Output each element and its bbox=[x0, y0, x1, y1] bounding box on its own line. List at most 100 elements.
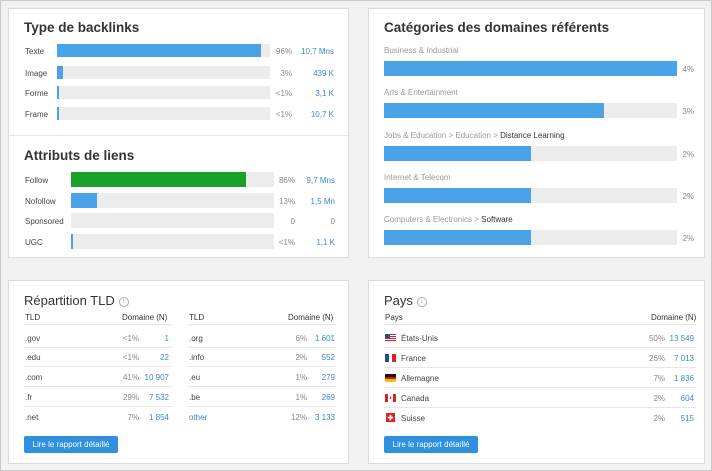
tld-name: .info bbox=[189, 353, 205, 362]
tld-other-link[interactable]: other bbox=[189, 413, 208, 422]
backlinks-row-fill bbox=[57, 44, 262, 57]
backlinks-row-value[interactable]: 10,7 K bbox=[310, 110, 334, 119]
row-divider bbox=[188, 386, 336, 387]
country-pct: 2% bbox=[653, 414, 665, 423]
tld-name: .fr bbox=[25, 393, 33, 402]
ch-flag-icon bbox=[386, 413, 395, 422]
attribute-row-bar bbox=[71, 213, 274, 228]
tld-value[interactable]: 279 bbox=[321, 373, 335, 382]
attribute-row-fill bbox=[71, 193, 98, 208]
tld-value[interactable]: 3 133 bbox=[314, 413, 335, 422]
tld-pct: 12% bbox=[290, 413, 307, 422]
attribute-row-label: Sponsored bbox=[25, 217, 64, 226]
row-divider bbox=[24, 406, 172, 407]
backlinks-row-value[interactable]: 439 K bbox=[313, 69, 334, 78]
de-flag-icon bbox=[385, 374, 396, 382]
countries-report-button[interactable]: Lire le rapport détaillé bbox=[384, 436, 478, 453]
backlinks-row-pct: 96% bbox=[275, 47, 292, 56]
country-value[interactable]: 515 bbox=[680, 414, 694, 423]
backlinks-row-fill bbox=[57, 86, 60, 99]
country-name: Canada bbox=[401, 394, 430, 403]
backlinks-row-label: Texte bbox=[25, 47, 45, 56]
backlinks-row-value[interactable]: 3,1 K bbox=[315, 89, 334, 98]
backlinks-row-fill bbox=[57, 107, 60, 120]
category-label: Business & Industrial bbox=[384, 46, 459, 55]
attribute-row-value[interactable]: 1,1 K bbox=[316, 238, 335, 247]
category-pct: 2% bbox=[682, 150, 694, 159]
category-bar bbox=[384, 188, 677, 203]
tld-card: Répartition TLD i TLD Domaine (N) TLD Dom… bbox=[8, 280, 349, 464]
country-value[interactable]: 604 bbox=[680, 394, 694, 403]
attribute-row-fill bbox=[71, 172, 246, 187]
row-divider bbox=[24, 366, 172, 367]
country-name: Allemagne bbox=[401, 374, 439, 383]
tld-name: .eu bbox=[189, 373, 201, 382]
attribute-row-value[interactable]: 1,5 Mn bbox=[310, 197, 335, 206]
table-header-divider bbox=[24, 324, 172, 325]
tld-value[interactable]: 1 bbox=[164, 334, 169, 343]
category-bar-fill bbox=[384, 146, 531, 161]
category-bar bbox=[384, 103, 677, 118]
attribute-row-pct: 0 bbox=[290, 217, 295, 226]
info-icon[interactable]: i bbox=[118, 296, 129, 307]
backlinks-row-bar bbox=[57, 86, 270, 99]
row-divider bbox=[188, 406, 336, 407]
backlinks-row-label: Forme bbox=[25, 89, 49, 98]
attribute-row-bar bbox=[71, 193, 274, 208]
country-pct: 7% bbox=[653, 374, 665, 383]
fr-flag-icon bbox=[385, 354, 396, 362]
tld-value[interactable]: 1 854 bbox=[148, 413, 169, 422]
country-name: Suisse bbox=[401, 414, 426, 423]
tld-value[interactable]: 552 bbox=[321, 353, 335, 362]
backlinks-row-bar bbox=[57, 44, 270, 57]
tld-name: .com bbox=[25, 373, 43, 382]
attributes-title: Attributs de liens bbox=[24, 148, 135, 163]
tld-header-domain: Domaine (N) bbox=[122, 313, 168, 322]
tld-pct: 1% bbox=[295, 373, 307, 382]
category-pct: 2% bbox=[682, 192, 694, 201]
tld-value[interactable]: 7 532 bbox=[148, 393, 169, 402]
info-icon[interactable]: i bbox=[416, 296, 427, 307]
tld-value[interactable]: 1 601 bbox=[314, 334, 335, 343]
tld-name: .org bbox=[189, 334, 203, 343]
tld-pct: 1% bbox=[295, 393, 307, 402]
tld-pct: 7% bbox=[127, 413, 139, 422]
ca-flag-icon bbox=[385, 394, 396, 402]
backlinks-row-bar bbox=[57, 66, 270, 79]
row-divider bbox=[384, 387, 696, 388]
attribute-row-bar bbox=[71, 234, 274, 249]
attribute-row-value[interactable]: 9,7 Mns bbox=[306, 176, 335, 185]
tld-header-tld: TLD bbox=[189, 313, 205, 322]
tld-header-tld: TLD bbox=[25, 313, 41, 322]
category-bar-fill bbox=[384, 61, 677, 76]
row-divider bbox=[188, 347, 336, 348]
tld-pct: <1% bbox=[122, 353, 139, 362]
backlinks-row-value[interactable]: 10,7 Mns bbox=[301, 47, 334, 56]
country-value[interactable]: 7 013 bbox=[673, 354, 694, 363]
attribute-row-value: 0 bbox=[330, 217, 335, 226]
tld-value[interactable]: 10 907 bbox=[144, 373, 169, 382]
countries-header-domain: Domaine (N) bbox=[651, 313, 697, 322]
tld-header-domain: Domaine (N) bbox=[288, 313, 334, 322]
country-value[interactable]: 13 549 bbox=[669, 334, 694, 343]
backlinks-row-fill bbox=[57, 66, 64, 79]
backlinks-row-bar bbox=[57, 107, 270, 120]
countries-card: Pays i Pays Domaine (N) États-Unis 50% 13… bbox=[368, 280, 705, 464]
countries-header-country: Pays bbox=[385, 313, 403, 322]
tld-value[interactable]: 22 bbox=[160, 353, 169, 362]
country-pct: 26% bbox=[648, 354, 665, 363]
category-bar-fill bbox=[384, 103, 604, 118]
attribute-row-bar bbox=[71, 172, 274, 187]
tld-pct: 6% bbox=[295, 334, 307, 343]
country-value[interactable]: 1 836 bbox=[673, 374, 694, 383]
backlinks-row-label: Frame bbox=[25, 110, 49, 119]
row-divider bbox=[384, 347, 696, 348]
category-pct: 4% bbox=[682, 65, 694, 74]
tld-pct: 41% bbox=[122, 373, 139, 382]
tld-report-button[interactable]: Lire le rapport détaillé bbox=[24, 436, 118, 453]
backlinks-card: Type de backlinks Texte 96% 10,7 Mns Ima… bbox=[8, 8, 350, 258]
section-divider bbox=[9, 135, 350, 136]
tld-title: Répartition TLD i bbox=[24, 293, 129, 308]
tld-value[interactable]: 269 bbox=[321, 393, 335, 402]
